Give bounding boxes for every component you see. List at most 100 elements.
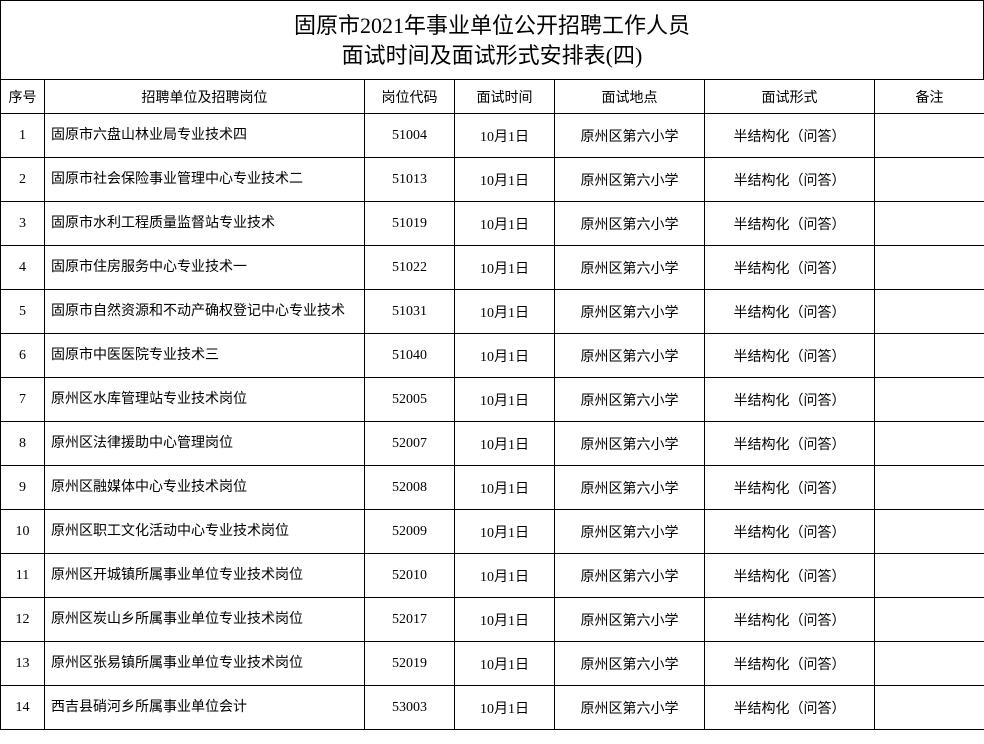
cell-place: 原州区第六小学 [555,246,705,290]
cell-date: 10月1日 [455,202,555,246]
cell-note [875,422,984,466]
cell-place: 原州区第六小学 [555,686,705,730]
cell-code: 53003 [365,686,455,730]
cell-note [875,114,984,158]
cell-org: 固原市中医医院专业技术三 [45,334,365,378]
cell-form: 半结构化（问答） [705,290,875,334]
cell-form: 半结构化（问答） [705,642,875,686]
cell-note [875,642,984,686]
cell-seq: 5 [1,290,45,334]
cell-note [875,334,984,378]
table-row: 6固原市中医医院专业技术三5104010月1日原州区第六小学半结构化（问答） [1,334,984,378]
cell-form: 半结构化（问答） [705,466,875,510]
title-line-2: 面试时间及面试形式安排表(四) [1,41,983,71]
table-row: 9原州区融媒体中心专业技术岗位5200810月1日原州区第六小学半结构化（问答） [1,466,984,510]
cell-date: 10月1日 [455,246,555,290]
cell-form: 半结构化（问答） [705,114,875,158]
header-seq: 序号 [1,80,45,114]
cell-place: 原州区第六小学 [555,554,705,598]
cell-note [875,598,984,642]
cell-place: 原州区第六小学 [555,466,705,510]
cell-seq: 6 [1,334,45,378]
cell-form: 半结构化（问答） [705,554,875,598]
cell-form: 半结构化（问答） [705,510,875,554]
header-date: 面试时间 [455,80,555,114]
cell-note [875,510,984,554]
cell-note [875,158,984,202]
cell-note [875,554,984,598]
table-row: 11原州区开城镇所属事业单位专业技术岗位5201010月1日原州区第六小学半结构… [1,554,984,598]
cell-note [875,378,984,422]
cell-seq: 14 [1,686,45,730]
table-row: 8原州区法律援助中心管理岗位5200710月1日原州区第六小学半结构化（问答） [1,422,984,466]
cell-date: 10月1日 [455,598,555,642]
cell-code: 52017 [365,598,455,642]
table-row: 10原州区职工文化活动中心专业技术岗位5200910月1日原州区第六小学半结构化… [1,510,984,554]
cell-form: 半结构化（问答） [705,334,875,378]
cell-code: 52019 [365,642,455,686]
cell-place: 原州区第六小学 [555,334,705,378]
cell-code: 52008 [365,466,455,510]
header-note: 备注 [875,80,984,114]
cell-date: 10月1日 [455,554,555,598]
cell-org: 固原市六盘山林业局专业技术四 [45,114,365,158]
cell-code: 51040 [365,334,455,378]
cell-org: 原州区融媒体中心专业技术岗位 [45,466,365,510]
cell-form: 半结构化（问答） [705,686,875,730]
cell-note [875,202,984,246]
table-row: 7原州区水库管理站专业技术岗位5200510月1日原州区第六小学半结构化（问答） [1,378,984,422]
cell-seq: 7 [1,378,45,422]
table-row: 5固原市自然资源和不动产确权登记中心专业技术5103110月1日原州区第六小学半… [1,290,984,334]
page-container: 固原市2021年事业单位公开招聘工作人员 面试时间及面试形式安排表(四) 序号 … [0,0,984,744]
cell-seq: 11 [1,554,45,598]
cell-date: 10月1日 [455,334,555,378]
table-row: 2固原市社会保险事业管理中心专业技术二5101310月1日原州区第六小学半结构化… [1,158,984,202]
cell-org: 固原市住房服务中心专业技术一 [45,246,365,290]
cell-form: 半结构化（问答） [705,202,875,246]
table-row: 14西吉县硝河乡所属事业单位会计5300310月1日原州区第六小学半结构化（问答… [1,686,984,730]
cell-date: 10月1日 [455,510,555,554]
cell-org: 原州区职工文化活动中心专业技术岗位 [45,510,365,554]
cell-seq: 10 [1,510,45,554]
cell-note [875,466,984,510]
header-form: 面试形式 [705,80,875,114]
cell-place: 原州区第六小学 [555,114,705,158]
cell-place: 原州区第六小学 [555,202,705,246]
cell-seq: 12 [1,598,45,642]
cell-note [875,246,984,290]
table-body: 1固原市六盘山林业局专业技术四5100410月1日原州区第六小学半结构化（问答）… [1,114,984,730]
cell-form: 半结构化（问答） [705,422,875,466]
header-row: 序号 招聘单位及招聘岗位 岗位代码 面试时间 面试地点 面试形式 备注 [1,80,984,114]
cell-place: 原州区第六小学 [555,510,705,554]
cell-note [875,686,984,730]
cell-seq: 3 [1,202,45,246]
cell-org: 西吉县硝河乡所属事业单位会计 [45,686,365,730]
cell-date: 10月1日 [455,290,555,334]
cell-org: 原州区炭山乡所属事业单位专业技术岗位 [45,598,365,642]
cell-seq: 9 [1,466,45,510]
cell-place: 原州区第六小学 [555,422,705,466]
cell-date: 10月1日 [455,378,555,422]
cell-place: 原州区第六小学 [555,642,705,686]
cell-seq: 2 [1,158,45,202]
table-row: 1固原市六盘山林业局专业技术四5100410月1日原州区第六小学半结构化（问答） [1,114,984,158]
cell-date: 10月1日 [455,114,555,158]
header-org: 招聘单位及招聘岗位 [45,80,365,114]
cell-code: 51013 [365,158,455,202]
cell-note [875,290,984,334]
cell-place: 原州区第六小学 [555,290,705,334]
cell-seq: 8 [1,422,45,466]
cell-date: 10月1日 [455,422,555,466]
cell-form: 半结构化（问答） [705,598,875,642]
cell-seq: 4 [1,246,45,290]
cell-org: 原州区法律援助中心管理岗位 [45,422,365,466]
cell-form: 半结构化（问答） [705,158,875,202]
cell-seq: 13 [1,642,45,686]
cell-place: 原州区第六小学 [555,378,705,422]
table-row: 12原州区炭山乡所属事业单位专业技术岗位5201710月1日原州区第六小学半结构… [1,598,984,642]
cell-code: 52005 [365,378,455,422]
cell-seq: 1 [1,114,45,158]
cell-form: 半结构化（问答） [705,378,875,422]
cell-form: 半结构化（问答） [705,246,875,290]
cell-code: 52007 [365,422,455,466]
